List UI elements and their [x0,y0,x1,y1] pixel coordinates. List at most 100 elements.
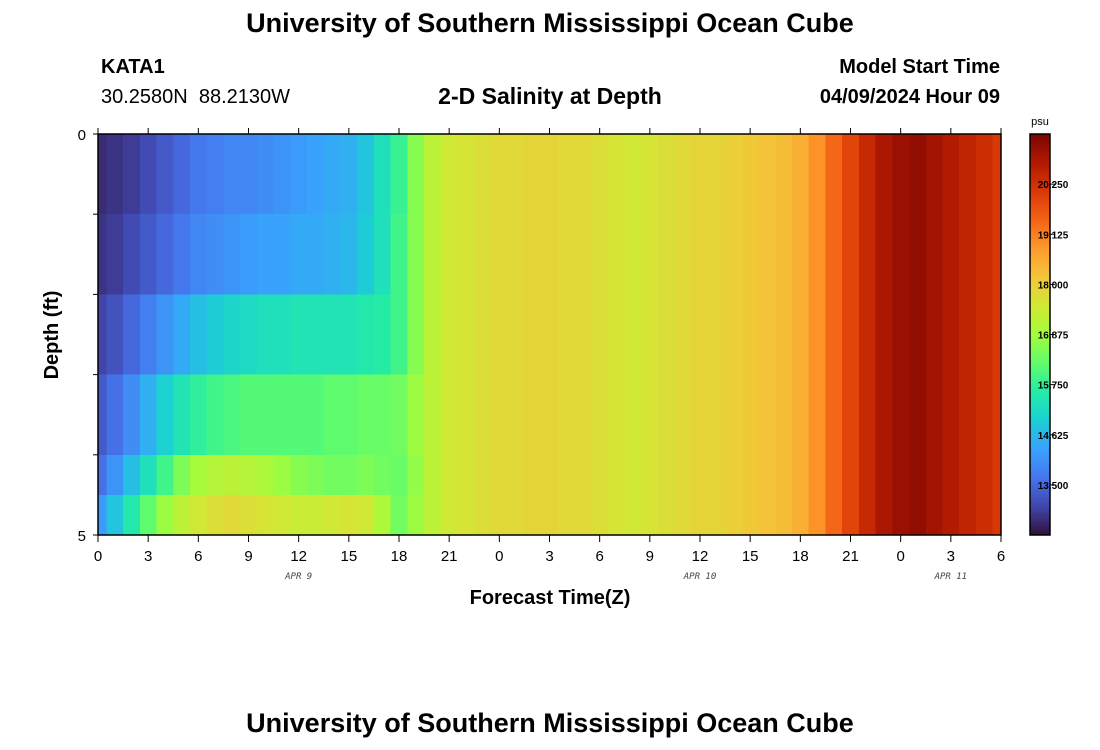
heatmap-cell [474,494,492,536]
heatmap-cell [624,374,643,456]
heatmap-cell [758,214,776,295]
heatmap-cell [608,214,626,295]
heatmap-cell [206,494,225,536]
heatmap-cell [541,214,559,295]
heatmap-cell [407,454,425,496]
heatmap-cell [474,374,492,456]
heatmap-cell [407,374,425,456]
plot-title: 2-D Salinity at Depth [438,83,662,109]
heatmap-cell [457,374,475,456]
colorbar-label: 20.250 [1038,180,1069,191]
heatmap-cell [741,134,760,215]
heatmap-cell [892,134,910,215]
heatmap-cell [123,134,141,215]
heatmap-cell [156,494,174,536]
heatmap-cell [992,454,1002,496]
heatmap-cell [189,214,208,295]
heatmap-cell [524,134,542,215]
heatmap-cell [608,454,626,496]
heatmap-cell [725,494,743,536]
heatmap-cell [624,494,643,536]
heatmap-cell [340,294,358,375]
x-tick-label: 9 [646,548,654,565]
heatmap-cell [206,454,225,496]
heatmap-cell [557,494,576,536]
heatmap-cell [925,494,944,536]
heatmap-cells [98,134,1002,536]
heatmap-cell [357,134,375,215]
heatmap-cell [892,454,910,496]
heatmap-cell [457,214,475,295]
heatmap-cell [490,454,509,496]
heatmap-cell [507,374,526,456]
heatmap-cell [323,214,342,295]
heatmap-cell [490,214,509,295]
heatmap-cell [992,214,1002,295]
heatmap-cell [106,214,124,295]
model-start-value: 04/09/2024 Hour 09 [819,86,1000,108]
x-tick-label: 15 [340,548,357,565]
heatmap-cell [775,134,793,215]
heatmap-cell [875,454,893,496]
heatmap-cell [808,374,827,456]
heatmap-cell [98,134,107,215]
heatmap-cell [98,494,107,536]
heatmap-cell [741,374,760,456]
heatmap-cell [674,134,693,215]
heatmap-cell [156,134,174,215]
heatmap-cell [189,134,208,215]
heatmap-cell [808,214,827,295]
heatmap-cell [992,374,1002,456]
heatmap-cell [123,454,141,496]
heatmap-cell [173,374,191,456]
heatmap-cell [608,374,626,456]
heatmap-cell [892,214,910,295]
heatmap-cell [457,294,475,375]
heatmap-cell [557,374,576,456]
heatmap-cell [608,494,626,536]
heatmap-cell [842,454,860,496]
heatmap-cell [490,294,509,375]
heatmap-cell [307,294,325,375]
heatmap-cell [758,494,776,536]
heatmap-cell [708,494,726,536]
heatmap-cell [440,494,459,536]
heatmap-cell [223,454,241,496]
heatmap-cell [424,454,442,496]
heatmap-cell [373,494,392,536]
heatmap-cell [842,294,860,375]
heatmap-cell [256,494,275,536]
heatmap-cell [323,294,342,375]
y-tick-label: 0 [78,127,86,144]
heatmap-cell [474,294,492,375]
heatmap-cell [123,294,141,375]
heatmap-cell [340,134,358,215]
heatmap-cell [942,294,960,375]
heatmap-cell [674,494,693,536]
x-axis-title: Forecast Time(Z) [470,587,631,609]
heatmap-cell [307,214,325,295]
x-tick-label: 0 [495,548,503,565]
heatmap-cell [156,374,174,456]
heatmap-cell [925,294,944,375]
heatmap-cell [574,454,592,496]
heatmap-cell [373,294,392,375]
heatmap-cell [708,454,726,496]
heatmap-cell [591,134,609,215]
heatmap-cell [290,294,308,375]
heatmap-cell [440,214,459,295]
heatmap-cell [340,454,358,496]
heatmap-cell [975,214,994,295]
heatmap-cell [273,214,291,295]
heatmap-cell [775,374,793,456]
heatmap-cell [825,494,843,536]
heatmap-cell [691,454,709,496]
heatmap-cell [390,374,408,456]
colorbar-label: 16.875 [1038,331,1069,342]
heatmap-cell [524,494,542,536]
heatmap-cell [323,374,342,456]
heatmap-cell [641,214,659,295]
heatmap-cell [256,374,275,456]
heatmap-cell [507,134,526,215]
heatmap-cell [139,134,158,215]
